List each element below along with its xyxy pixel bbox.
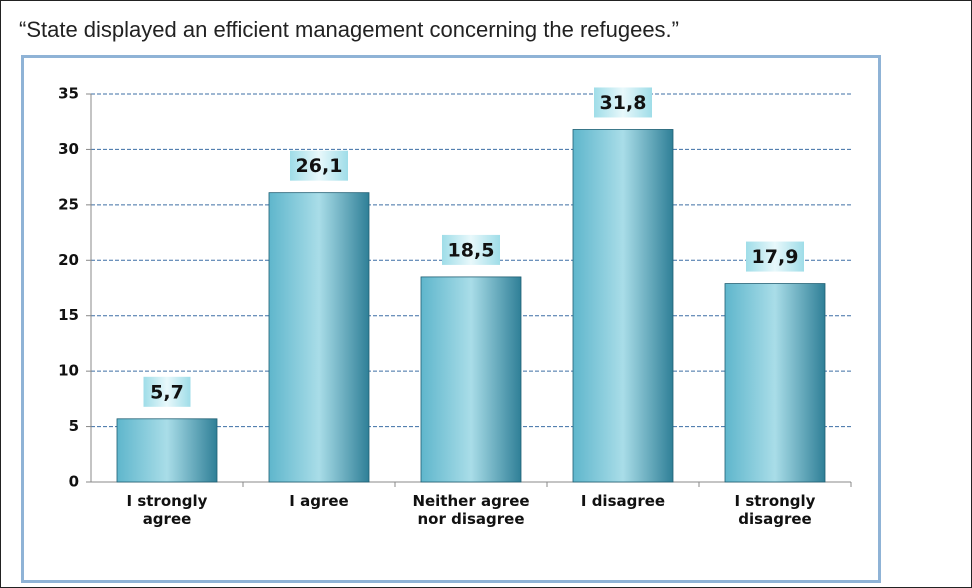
value-label-bg	[746, 241, 804, 272]
y-tick-label: 20	[58, 251, 79, 269]
y-tick-label: 30	[58, 140, 79, 158]
y-tick-label: 15	[58, 306, 79, 324]
y-tick-label: 5	[69, 417, 79, 435]
bar	[572, 129, 674, 483]
bar	[116, 418, 218, 483]
bar	[268, 192, 370, 483]
x-tick-label: I agree	[289, 492, 349, 510]
x-tick-label: I strongly agree	[126, 492, 208, 528]
value-label-bg	[143, 376, 191, 407]
y-tick-label: 0	[69, 473, 79, 491]
x-tick-label: I strongly disagree	[734, 492, 816, 528]
value-label: 17,9	[752, 246, 799, 268]
y-tick-label: 35	[58, 85, 79, 103]
value-label: 18,5	[448, 239, 495, 261]
value-label: 31,8	[600, 92, 647, 114]
value-label: 26,1	[296, 155, 343, 177]
bar	[420, 276, 522, 483]
value-label: 5,7	[150, 381, 184, 403]
x-tick-label: Neither agree nor disagree	[412, 492, 530, 528]
value-label-bg	[594, 87, 652, 118]
value-label-bg	[290, 150, 348, 181]
bar	[724, 283, 826, 483]
y-tick-label: 25	[58, 195, 79, 213]
chart-title: “State displayed an efficient management…	[19, 17, 679, 42]
y-tick-label: 10	[58, 362, 79, 380]
value-label-bg	[442, 234, 500, 265]
x-tick-label: I disagree	[580, 492, 666, 510]
